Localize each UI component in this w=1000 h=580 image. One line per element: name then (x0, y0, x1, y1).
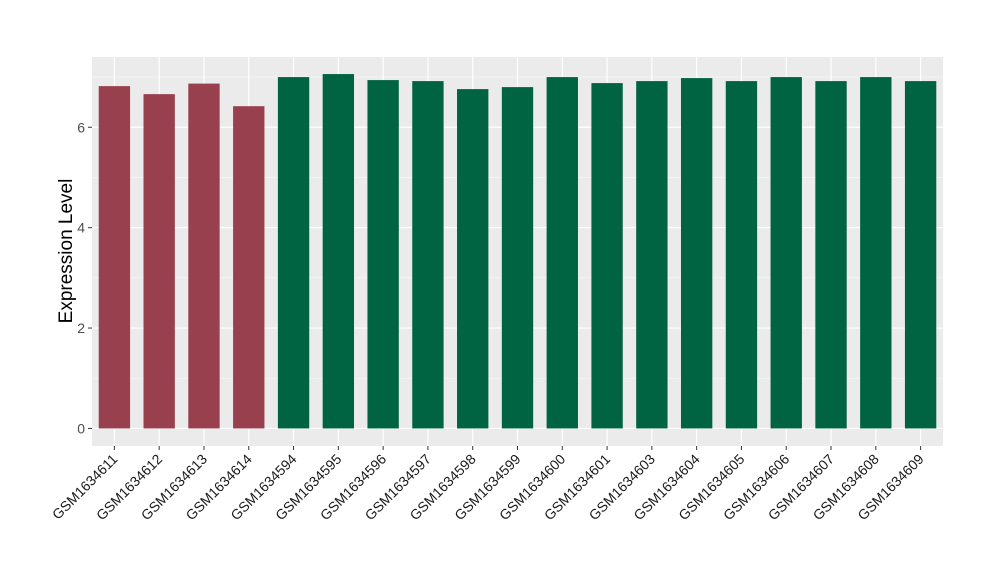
bar-GSM1634594 (277, 77, 310, 429)
x-axis: GSM1634611GSM1634612GSM1634613GSM1634614… (49, 446, 927, 523)
y-tick-label: 4 (77, 220, 85, 236)
y-tick-label: 0 (77, 420, 85, 436)
y-tick-label: 6 (77, 119, 85, 135)
bar-GSM1634595 (322, 74, 355, 429)
bar-GSM1634597 (412, 81, 444, 429)
y-tick-label: 2 (77, 320, 85, 336)
bar-GSM1634606 (770, 77, 802, 429)
bar-GSM1634614 (233, 106, 265, 429)
bar-GSM1634600 (546, 77, 578, 429)
bar-GSM1634599 (501, 87, 534, 429)
bar-GSM1634611 (98, 86, 131, 429)
bar-GSM1634596 (367, 80, 399, 429)
bar-GSM1634598 (457, 89, 489, 429)
bar-GSM1634605 (725, 81, 758, 429)
bars (98, 74, 937, 429)
bar-GSM1634609 (904, 81, 937, 429)
bar-GSM1634603 (636, 81, 668, 429)
bar-GSM1634607 (815, 81, 847, 429)
y-axis: 0 2 4 6 (77, 119, 92, 436)
bar-GSM1634608 (860, 77, 892, 429)
bar-GSM1634601 (591, 83, 623, 429)
bar-GSM1634613 (188, 83, 220, 429)
bar-GSM1634604 (680, 78, 713, 429)
bar-GSM1634612 (143, 94, 175, 429)
y-axis-title: Expression Level (56, 179, 77, 324)
